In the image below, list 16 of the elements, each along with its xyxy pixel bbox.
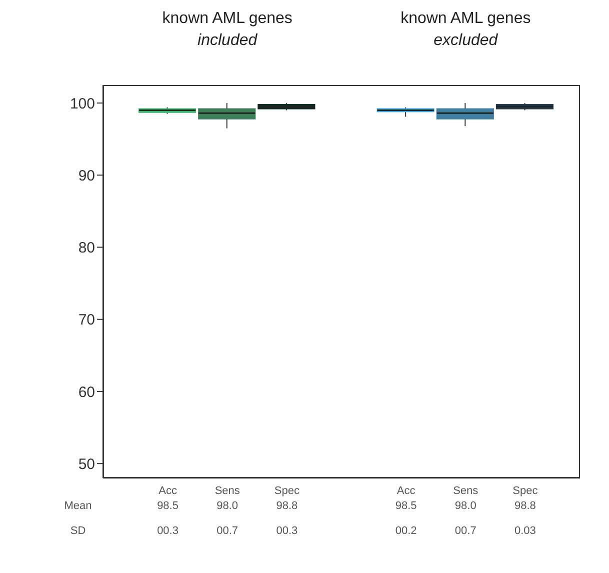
text: SD 00.3 00.7 00.3 00.2 00.7 0.03 [70, 525, 536, 537]
y-tick-label: 80 [78, 240, 95, 257]
x-tick-label: Acc [396, 484, 416, 497]
x-tick-label: Sens [214, 484, 240, 497]
x-tick-label: Spec [512, 484, 538, 497]
y-tick-label: 70 [78, 312, 95, 329]
text: known AML genes excluded [400, 9, 532, 51]
x-tick-label: Spec [274, 484, 300, 497]
text: known AML genes included [161, 9, 294, 51]
text: Mean 98.5 98.0 98.8 98.5 98.0 98.8 [64, 500, 536, 512]
y-tick-label: 100 [70, 95, 95, 112]
y-tick-label: 90 [78, 167, 95, 184]
y-tick-label: 50 [78, 456, 95, 473]
y-tick-label: 60 [78, 384, 95, 401]
x-tick-label: Sens [453, 484, 479, 497]
x-tick-label: Acc [158, 484, 178, 497]
